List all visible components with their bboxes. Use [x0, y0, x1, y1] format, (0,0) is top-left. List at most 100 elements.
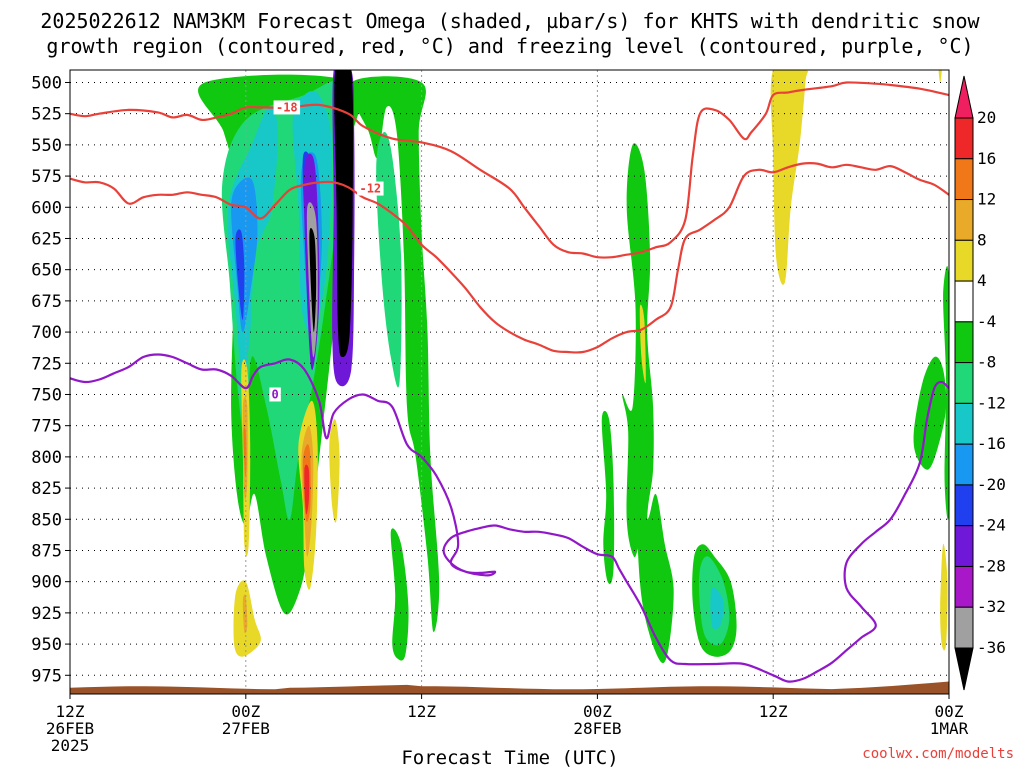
ytick-label-650: 650	[31, 261, 62, 281]
contour-line-2	[70, 353, 949, 683]
plot-area: -18 -12 0	[70, 70, 949, 694]
colorbar-label-3: 8	[977, 230, 987, 249]
colorbar-label-8: -16	[977, 434, 1006, 453]
colorbar-swatch-11	[954, 565, 974, 608]
ytick-label-925: 925	[31, 604, 62, 624]
omega-region-8-33	[242, 594, 248, 634]
xtick-label-0-1: 26FEB	[46, 719, 94, 738]
contour-line-0	[70, 81, 949, 259]
chart-title-line1: 2025022612 NAM3KM Forecast Omega (shaded…	[40, 9, 980, 33]
xtick-label-36-1: 28FEB	[573, 719, 621, 738]
omega-region--4-5	[636, 492, 674, 664]
colorbar-swatch-2	[954, 199, 974, 241]
xtick-label-60-1: 1MAR	[930, 719, 969, 738]
plot-frame	[69, 69, 950, 695]
omega-region-4-28	[770, 70, 809, 285]
contour-label-1: -12	[359, 182, 381, 196]
xtick-label-12-0: 00Z	[231, 702, 260, 721]
omega-region--4-8	[943, 266, 949, 521]
colorbar-label-4: 4	[977, 271, 987, 290]
xtick-label-12-1: 27FEB	[222, 719, 270, 738]
omega-region--8-10	[376, 132, 402, 388]
omega-region--4-2	[390, 528, 409, 661]
colorbar-swatch-9	[954, 484, 974, 527]
omega-region--4-1	[349, 76, 440, 633]
colorbar-label-1: 16	[977, 149, 996, 168]
ytick-label-950: 950	[31, 635, 62, 655]
ytick-label-625: 625	[31, 229, 62, 249]
omega-region-16-37	[304, 464, 310, 515]
ytick-label-500: 500	[31, 73, 62, 93]
ytick-label-750: 750	[31, 385, 62, 405]
colorbar-swatch-0	[954, 117, 974, 160]
ytick-label-675: 675	[31, 292, 62, 312]
colorbar-label-6: -8	[977, 353, 996, 372]
grid-lines	[70, 70, 949, 694]
colorbar: 20 16 12 8 4 -4 -8 -12 -16 -20 -24 -28 -32 -36	[954, 75, 1006, 691]
ytick-label-875: 875	[31, 541, 62, 561]
contour-label-2: 0	[271, 387, 278, 401]
contour-label-bg-1	[357, 181, 384, 196]
colorbar-swatch-6	[954, 362, 974, 404]
contour-label-0: -18	[276, 100, 298, 114]
colorbar-label-13: -36	[977, 638, 1006, 657]
colorbar-top-triangle	[954, 75, 974, 119]
omega-region--36-23	[309, 228, 317, 333]
colorbar-label-9: -20	[977, 475, 1006, 494]
xtick-label-60-0: 00Z	[935, 702, 964, 721]
colorbar-label-12: -32	[977, 597, 1006, 616]
colorbar-label-0: 20	[977, 108, 996, 127]
ytick-label-975: 975	[31, 666, 62, 686]
contour-label-bg-2	[269, 387, 281, 402]
omega-shading	[198, 70, 949, 664]
colorbar-label-11: -28	[977, 556, 1006, 575]
contour-label-bg-0	[273, 100, 301, 115]
omega-region--12-14	[710, 586, 724, 630]
ytick-label-525: 525	[31, 105, 62, 125]
colorbar-swatch-5	[954, 321, 974, 364]
chart-title-line2: growth region (contoured, red, °C) and f…	[46, 34, 973, 58]
temperature-contours: -18 -12 0	[70, 81, 949, 683]
credit-text: coolwx.com/modelts	[862, 746, 1014, 762]
colorbar-label-2: 12	[977, 190, 996, 209]
ytick-label-775: 775	[31, 417, 62, 437]
colorbar-label-10: -24	[977, 516, 1006, 535]
colorbar-label-7: -12	[977, 393, 1006, 412]
xtick-label-24-0: 12Z	[407, 702, 436, 721]
ytick-label-550: 550	[31, 136, 62, 156]
xtick-label-48-0: 12Z	[759, 702, 788, 721]
colorbar-bottom-triangle	[954, 647, 974, 691]
terrain-surface	[70, 681, 949, 694]
colorbar-swatch-12	[954, 606, 974, 649]
xtick-label-0-0: 12Z	[56, 702, 85, 721]
ytick-label-700: 700	[31, 323, 62, 343]
x-axis-label: Forecast Time (UTC)	[401, 747, 618, 768]
omega-region-4-30	[940, 543, 948, 651]
omega-region-4-29	[639, 304, 646, 384]
colorbar-label-5: -4	[977, 312, 996, 331]
ytick-label-825: 825	[31, 479, 62, 499]
ytick-label-900: 900	[31, 573, 62, 593]
omega-region--20-17	[235, 229, 245, 320]
ytick-label-600: 600	[31, 198, 62, 218]
omega-region--36-21	[334, 70, 354, 357]
ytick-label-850: 850	[31, 510, 62, 530]
omega-region--4-3	[622, 143, 654, 595]
xtick-label-36-0: 00Z	[583, 702, 612, 721]
colorbar-swatch-10	[954, 525, 974, 567]
y-axis-ticks: 500 525 550 575 600 625 650 675 700 725 750 775 800 8…	[31, 73, 70, 686]
omega-region--4-4	[601, 410, 615, 584]
xtick-label-0-2: 2025	[51, 736, 90, 755]
colorbar-swatch-4	[954, 280, 974, 323]
ytick-label-800: 800	[31, 448, 62, 468]
omega-region--16-15	[231, 177, 258, 333]
colorbar-swatch-1	[954, 158, 974, 201]
colorbar-swatch-8	[954, 443, 974, 486]
omega-region--4-7	[913, 356, 947, 470]
colorbar-swatch-3	[954, 239, 974, 282]
contour-line-1	[70, 162, 949, 354]
colorbar-swatch-7	[954, 402, 974, 445]
ytick-label-725: 725	[31, 354, 62, 374]
